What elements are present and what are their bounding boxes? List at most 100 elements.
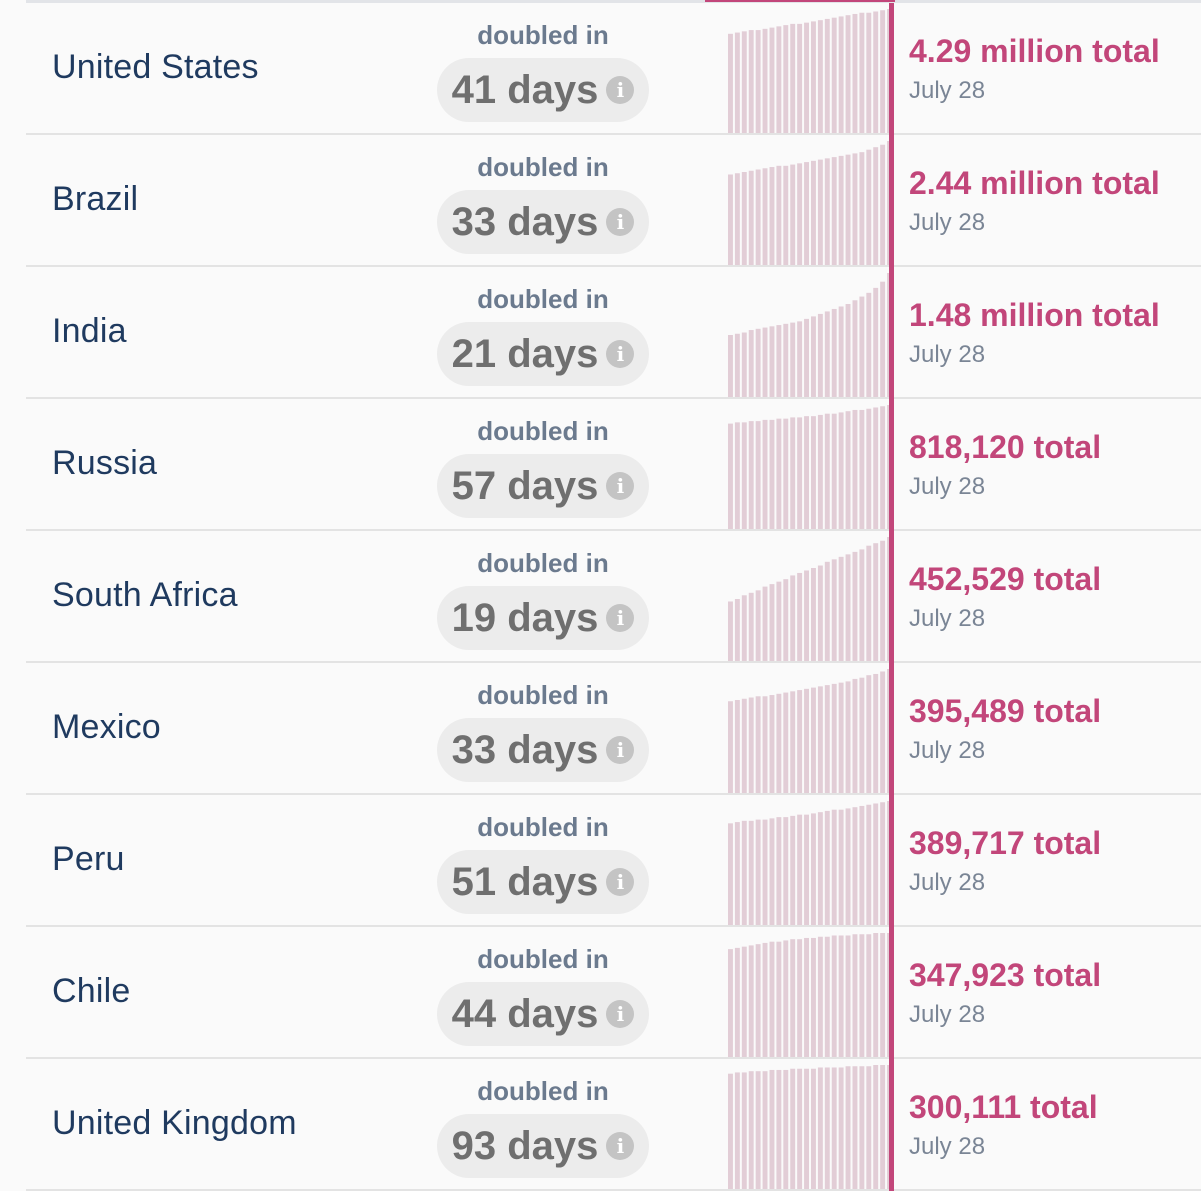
doubling-days: 93 days <box>451 1123 599 1168</box>
trend-bar <box>748 697 754 793</box>
doubling-time-pill[interactable]: 93 days i <box>437 1114 649 1178</box>
trend-bar <box>797 23 803 133</box>
data-date: July 28 <box>909 473 986 500</box>
table-row-united-states[interactable]: United States doubled in 41 days i 4.29 … <box>26 3 1201 135</box>
doubling-time-pill[interactable]: 51 days i <box>437 850 649 914</box>
trend-bar <box>811 813 816 925</box>
doubled-in-label: doubled in <box>477 944 609 974</box>
trend-bar <box>804 416 809 529</box>
trend-bar <box>741 946 747 1057</box>
trend-bar <box>783 579 789 661</box>
trend-bar <box>804 1068 809 1189</box>
trend-bar <box>748 170 754 265</box>
table-row-united-kingdom[interactable]: United Kingdom doubled in 93 days i 300,… <box>26 1059 1201 1191</box>
doubling-time-pill[interactable]: 57 days i <box>437 454 649 518</box>
trend-bar <box>734 822 740 925</box>
latest-marker-line <box>889 663 894 795</box>
doubling-time-pill[interactable]: 41 days i <box>437 58 649 122</box>
info-icon[interactable]: i <box>606 868 635 896</box>
trend-bar <box>845 808 851 925</box>
trend-bar <box>783 692 789 793</box>
table-row-brazil[interactable]: Brazil doubled in 33 days i 2.44 million… <box>26 135 1201 267</box>
cumulative-total: 395,489 total <box>909 693 1102 729</box>
trend-bar <box>734 32 740 133</box>
table-row-mexico[interactable]: Mexico doubled in 33 days i 395,489 tota… <box>26 663 1201 795</box>
trend-bar <box>845 15 851 133</box>
table-row-india[interactable]: India doubled in 21 days i 1.48 million … <box>26 267 1201 399</box>
trend-bar <box>866 12 872 133</box>
doubling-time-pill[interactable]: 44 days i <box>437 982 649 1046</box>
info-icon[interactable]: i <box>606 604 635 632</box>
doubling-time-pill[interactable]: 21 days i <box>437 322 649 386</box>
trend-bar <box>776 325 782 397</box>
table-row-peru[interactable]: Peru doubled in 51 days i 389,717 total … <box>26 795 1201 927</box>
trend-bar <box>838 155 844 265</box>
trend-bar <box>880 10 886 133</box>
trend-bar <box>866 804 872 925</box>
chart-top-accent <box>705 0 895 2</box>
trend-bar <box>769 27 775 133</box>
trend-bar <box>880 540 886 661</box>
info-icon[interactable]: i <box>606 340 635 368</box>
trend-bar <box>755 1071 761 1189</box>
trend-bar <box>728 701 733 793</box>
trend-bar <box>880 671 886 793</box>
trend-bar <box>838 16 844 133</box>
trend-bar <box>866 934 872 1057</box>
trend-bar <box>755 819 761 925</box>
trend-bar <box>741 332 747 397</box>
cumulative-total: 2.44 million total <box>909 165 1160 201</box>
trend-bar <box>776 418 782 529</box>
trend-bars <box>728 9 892 133</box>
trend-bar <box>831 308 837 397</box>
trend-bar <box>790 164 796 265</box>
trend-bar <box>804 570 809 661</box>
trend-bar <box>728 423 733 529</box>
table-row-chile[interactable]: Chile doubled in 44 days i 347,923 total… <box>26 927 1201 1059</box>
country-name: India <box>52 312 127 350</box>
trend-bar <box>797 163 803 265</box>
doubling-time-pill[interactable]: 33 days i <box>437 718 649 782</box>
latest-marker-line <box>889 267 894 399</box>
trend-bar <box>817 936 823 1057</box>
info-icon[interactable]: i <box>606 1000 635 1028</box>
trend-sparkline <box>728 1059 894 1189</box>
trend-sparkline <box>728 795 894 925</box>
info-icon[interactable]: i <box>606 736 635 764</box>
cumulative-total: 4.29 million total <box>909 33 1160 69</box>
info-icon[interactable]: i <box>606 1132 635 1160</box>
trend-bar <box>728 1073 733 1189</box>
latest-marker-line <box>889 135 894 267</box>
trend-bar <box>783 418 789 529</box>
data-date: July 28 <box>909 77 986 104</box>
trend-bar <box>804 937 809 1057</box>
trend-bar <box>776 1069 782 1189</box>
trend-bar <box>838 306 844 397</box>
trend-bar <box>866 545 872 661</box>
data-date: July 28 <box>909 869 986 896</box>
trend-bar <box>734 700 740 793</box>
trend-bar <box>797 321 803 397</box>
trend-bar <box>824 561 830 661</box>
trend-bar <box>811 568 816 661</box>
info-icon[interactable]: i <box>606 76 635 104</box>
doubling-time-pill[interactable]: 19 days i <box>437 586 649 650</box>
trend-bar <box>762 819 768 925</box>
trend-bar <box>797 814 803 925</box>
trend-bar <box>873 933 879 1057</box>
trend-bar <box>797 572 803 661</box>
info-icon[interactable]: i <box>606 472 635 500</box>
trend-bar <box>831 157 837 265</box>
table-row-russia[interactable]: Russia doubled in 57 days i 818,120 tota… <box>26 399 1201 531</box>
doubling-time-pill[interactable]: 33 days i <box>437 190 649 254</box>
doubled-in-label: doubled in <box>477 284 609 314</box>
latest-marker-line <box>889 399 894 531</box>
table-row-south-africa[interactable]: South Africa doubled in 19 days i 452,52… <box>26 531 1201 663</box>
trend-bar <box>762 327 768 397</box>
trend-bar <box>817 20 823 133</box>
doubling-days: 21 days <box>451 331 599 376</box>
info-icon[interactable]: i <box>606 208 635 236</box>
trend-bar <box>811 21 816 133</box>
trend-bar <box>769 941 775 1057</box>
trend-bar <box>776 693 782 793</box>
